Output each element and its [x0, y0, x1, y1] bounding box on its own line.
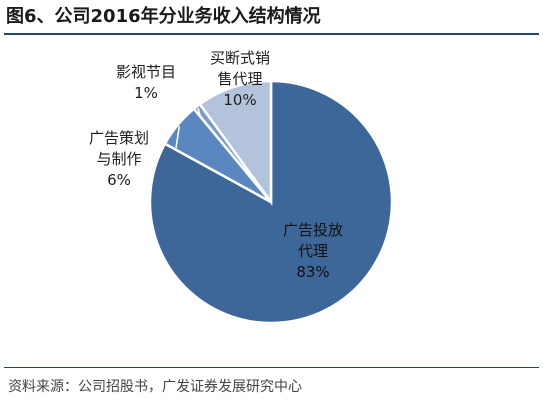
slice-category-label: 代理: [298, 242, 328, 260]
footer-divider: [4, 367, 539, 368]
slice-category-label: 广告投放: [283, 221, 343, 239]
slice-category-label: 与制作: [96, 150, 141, 168]
chart-title: 图6、公司2016年分业务收入结构情况: [6, 6, 321, 27]
slice-category-label: 广告策划: [89, 129, 149, 147]
slice-category-label: 买断式销: [210, 49, 270, 67]
slice-percent-label: 83%: [296, 263, 329, 281]
leader-line: [175, 126, 181, 149]
slice-percent-label: 10%: [223, 91, 256, 109]
title-divider: [4, 33, 539, 35]
source-note: 资料来源：公司招股书，广发证券发展研究中心: [8, 379, 302, 395]
slice-percent-label: 6%: [107, 171, 131, 189]
leader-line: [197, 107, 201, 116]
slice-category-label: 售代理: [217, 70, 262, 88]
pie-slice: [198, 79, 273, 206]
slice-percent-label: 1%: [134, 84, 158, 102]
slice-category-label: 影视节目: [116, 63, 176, 81]
